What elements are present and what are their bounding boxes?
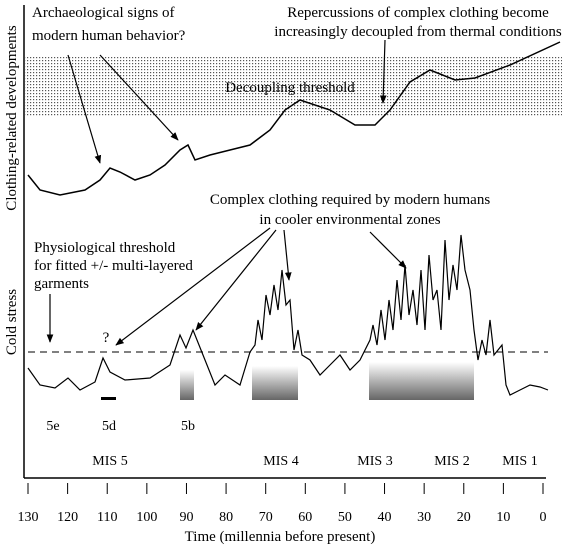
mis-label: MIS 5	[92, 454, 127, 469]
annotation: garments	[34, 276, 89, 292]
x-tick-label: 100	[136, 510, 157, 525]
arrows	[46, 39, 407, 346]
substage-label: 5b	[181, 419, 195, 434]
y-label-top: Clothing-related developments	[4, 25, 20, 211]
annotation: Complex clothing required by modern huma…	[210, 192, 491, 208]
annotation: modern human behavior?	[32, 28, 186, 44]
annotation: Archaeological signs of	[32, 5, 174, 21]
mis-label: MIS 4	[263, 454, 298, 469]
x-tick-label: 80	[219, 510, 233, 525]
x-tick-label: 70	[259, 510, 273, 525]
x-tick-label: 0	[540, 510, 547, 525]
clothing-period	[369, 362, 474, 400]
annotation: increasingly decoupled from thermal cond…	[274, 24, 562, 40]
substage-label: 5e	[46, 419, 59, 434]
mis-label: MIS 3	[357, 454, 392, 469]
substage-label: 5d	[102, 419, 116, 434]
development-curve	[27, 41, 561, 196]
x-tick-label: 20	[457, 510, 471, 525]
mis-label: MIS 2	[434, 454, 469, 469]
annotation: Physiological threshold	[34, 240, 176, 256]
annotation: in cooler environmental zones	[259, 212, 440, 228]
decoupling-label: Decoupling threshold	[225, 80, 355, 96]
mis-label: MIS 1	[502, 454, 537, 469]
x-tick-label: 110	[97, 510, 117, 525]
x-tick-label: 130	[18, 510, 39, 525]
x-tick-label: 40	[378, 510, 392, 525]
decoupling-band	[25, 57, 562, 117]
y-label-bottom: Cold stress	[4, 289, 20, 355]
annotation: Repercussions of complex clothing become	[287, 5, 549, 21]
x-tick-label: 90	[179, 510, 193, 525]
x-tick-label: 120	[57, 510, 78, 525]
cold-stress-curve	[27, 234, 549, 396]
annotation: for fitted +/- multi-layered	[34, 258, 193, 274]
x-tick-label: 10	[496, 510, 510, 525]
x-tick-label: 60	[298, 510, 312, 525]
x-tick-label: 30	[417, 510, 431, 525]
period-5d	[101, 397, 116, 400]
x-tick-label: 50	[338, 510, 352, 525]
annotation: ?	[103, 330, 110, 346]
clothing-period	[180, 370, 194, 400]
clothing-period	[252, 366, 298, 400]
x-axis-label: Time (millennia before present)	[185, 529, 376, 545]
